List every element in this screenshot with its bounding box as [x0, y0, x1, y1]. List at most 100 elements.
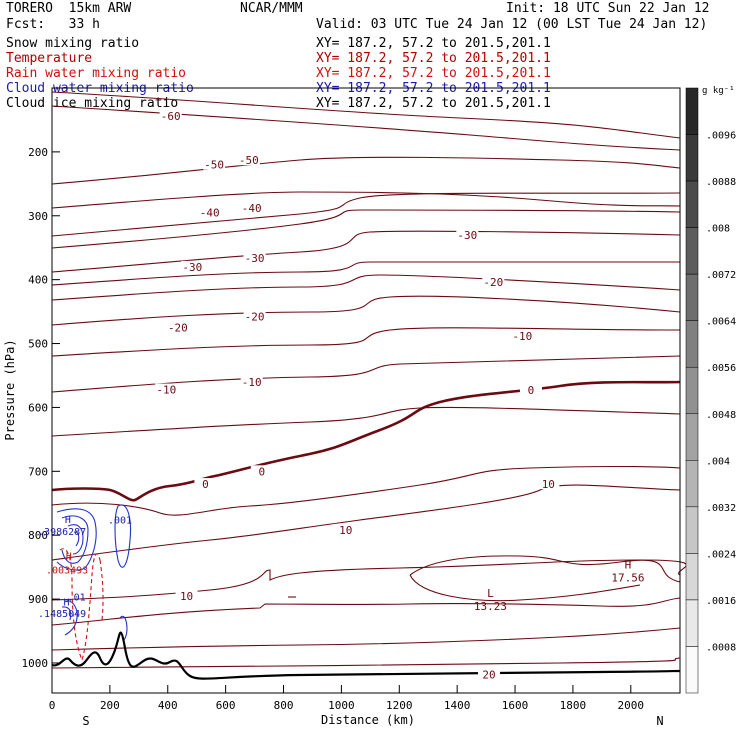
isotherm-label-bg — [243, 251, 266, 263]
colorbar-label: .004 — [706, 456, 730, 467]
isotherm-label-bg — [203, 158, 226, 170]
x-tick-label: 800 — [274, 699, 294, 712]
isotherm-label: 0 — [528, 384, 535, 397]
forecast-hour: Fcst: 33 h — [6, 17, 100, 32]
y-tick-label: 500 — [28, 338, 48, 351]
colorbar-swatch — [685, 320, 699, 368]
isotherm-label: -60 — [161, 110, 181, 123]
isotherm-label: -10 — [156, 384, 176, 397]
y-axis: 200 300 400 500 600 700 800 900 1000 — [22, 146, 60, 670]
extremum-marker: H — [625, 558, 632, 571]
isotherm-label-bg — [334, 524, 357, 536]
colorbar-swatch — [685, 460, 699, 508]
isotherm-label: -20 — [245, 311, 265, 324]
cloud-water-label: .1485049 — [38, 609, 86, 620]
y-tick-label: 400 — [28, 274, 48, 287]
field-xy-rain: XY= 187.2, 57.2 to 201.5,201.1 — [316, 66, 551, 81]
isotherm-label-bg — [519, 384, 542, 396]
init-time: Init: 18 UTC Sun 22 Jan 12 — [506, 1, 710, 16]
colorbar-swatch — [685, 506, 699, 554]
x-tick-label: 1600 — [502, 699, 529, 712]
north-endpoint-label: N — [656, 714, 663, 728]
isotherm-label-bg — [240, 202, 263, 214]
colorbar-label: .0096 — [706, 131, 736, 142]
freezing-level-line — [51, 380, 681, 502]
y-tick-label: 200 — [28, 146, 48, 159]
colorbar-swatch — [685, 180, 699, 228]
isotherm-label: -30 — [182, 261, 202, 274]
isotherm-label: 0 — [259, 465, 266, 478]
extremum-value: 17.56 — [611, 571, 644, 584]
cloud-water-contours — [56, 504, 132, 641]
y-tick-label: 900 — [28, 593, 48, 606]
isotherm-label-bg — [240, 375, 263, 387]
field-xy-snow: XY= 187.2, 57.2 to 201.5,201.1 — [316, 36, 551, 51]
isotherm-label: 10 — [542, 478, 555, 491]
isotherm-label-bg — [456, 228, 479, 240]
extremum-value: 13.23 — [474, 600, 507, 613]
isotherm-label-bg — [237, 154, 260, 166]
rain-contours — [59, 548, 104, 662]
colorbar-swatch — [685, 553, 699, 601]
field-xy-temperature: XY= 187.2, 57.2 to 201.5,201.1 — [316, 51, 551, 66]
isotherm-label: -30 — [245, 252, 265, 265]
colorbar-label: .0032 — [706, 503, 736, 514]
x-tick-label: 0 — [49, 699, 56, 712]
y-tick-label: 800 — [28, 529, 48, 542]
y-tick-label: 300 — [28, 210, 48, 223]
isotherm-label-bg — [194, 478, 217, 490]
rain-label: H — [66, 551, 72, 562]
x-tick-label: 1800 — [560, 699, 587, 712]
colorbar-label: .0064 — [706, 317, 736, 328]
isotherm-label: -10 — [512, 330, 532, 343]
colorbar: .0096 .0088 .008 .0072 .0064 .0056 .0048 .004 .0… — [685, 87, 736, 694]
isotherm-lines — [51, 91, 687, 669]
x-axis-title: Distance (km) — [321, 713, 415, 727]
colorbar-swatch — [685, 273, 699, 321]
x-tick-label: 1000 — [328, 699, 355, 712]
x-tick-label: 600 — [216, 699, 236, 712]
isotherm-label-bg — [166, 321, 189, 333]
south-endpoint-label: S — [82, 714, 89, 728]
isotherm-label: 10 — [339, 524, 352, 537]
y-tick-label: 600 — [28, 401, 48, 414]
y-axis-title: Pressure (hPa) — [3, 339, 17, 440]
colorbar-label: .0056 — [706, 363, 736, 374]
terrain-line — [51, 631, 681, 680]
extremum-marker: L — [487, 587, 494, 600]
isotherm-label-bg — [155, 383, 178, 395]
field-name-cloud-ice: Cloud ice mixing ratio — [6, 96, 179, 111]
isotherm-label-bg — [198, 206, 221, 218]
colorbar-label: .008 — [706, 224, 730, 235]
isotherm-label-bg — [243, 310, 266, 322]
colorbar-swatch — [685, 366, 699, 415]
isotherm-label: -20 — [168, 322, 188, 335]
cloud-water-label: H — [63, 597, 69, 608]
x-tick-label: 400 — [158, 699, 178, 712]
colorbar-label: .0016 — [706, 596, 736, 607]
colorbar-swatch — [685, 646, 699, 694]
isotherm-label-bg — [159, 110, 182, 122]
isotherm-label: -30 — [457, 229, 477, 242]
cloud-water-label: .3986287 — [38, 527, 86, 538]
valid-time: Valid: 03 UTC Tue 24 Jan 12 (00 LST Tue … — [316, 17, 708, 32]
isotherm-label: -50 — [239, 154, 259, 167]
colorbar-label: .0024 — [706, 549, 736, 560]
colorbar-swatch — [685, 599, 699, 647]
isotherm-label-bg — [181, 260, 204, 272]
x-tick-label: 200 — [100, 699, 120, 712]
colorbar-label: .0088 — [706, 177, 736, 188]
center-label: NCAR/MMM — [240, 1, 303, 16]
colorbar-swatch — [685, 227, 699, 275]
isotherm-label: -20 — [483, 276, 503, 289]
isotherm-label-bg — [482, 276, 505, 288]
rain-label: .003493 — [46, 566, 88, 577]
x-tick-label: 2000 — [618, 699, 645, 712]
isotherm-label-bg — [537, 478, 560, 490]
colorbar-unit: g kg⁻¹ — [702, 86, 735, 96]
isotherm-label: -40 — [242, 202, 262, 215]
y-tick-label: 700 — [28, 465, 48, 478]
y-tick-label: 1000 — [22, 657, 49, 670]
x-tick-label: 1200 — [386, 699, 413, 712]
isotherm-label: -50 — [204, 159, 224, 172]
